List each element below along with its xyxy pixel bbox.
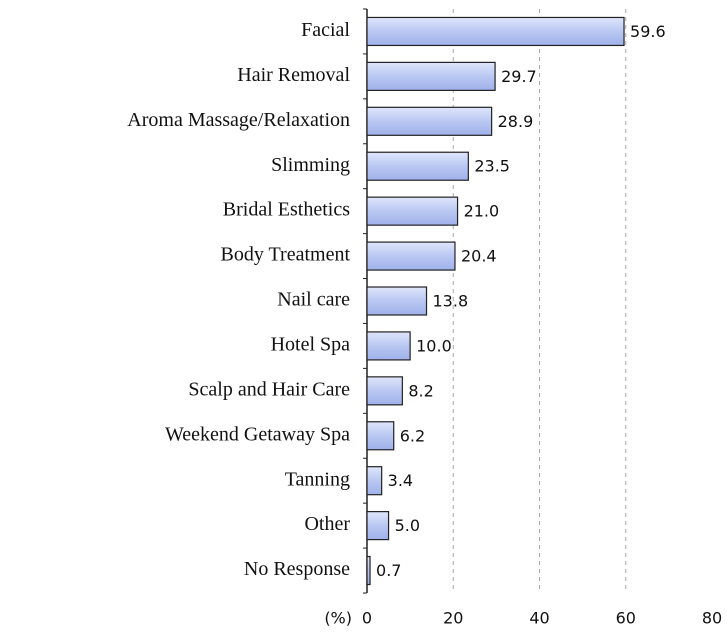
data-label: 5.0 xyxy=(395,516,420,535)
data-label: 8.2 xyxy=(408,381,433,400)
data-label: 28.9 xyxy=(498,112,534,131)
bar xyxy=(366,466,383,496)
bar xyxy=(366,286,428,316)
x-tick-label: 60 xyxy=(616,609,636,628)
bar xyxy=(366,331,411,361)
bar xyxy=(366,151,469,181)
y-tick-label: Hair Removal xyxy=(237,64,350,86)
data-label: 0.7 xyxy=(376,561,401,580)
y-tick-label: Nail care xyxy=(277,289,350,311)
data-label: 10.0 xyxy=(416,336,452,355)
bar xyxy=(366,376,403,406)
data-label: 3.4 xyxy=(388,471,413,490)
y-tick-label: Aroma Massage/Relaxation xyxy=(127,109,350,131)
y-tick-label: Hotel Spa xyxy=(271,334,351,356)
bar xyxy=(366,196,459,226)
y-tick-label: Slimming xyxy=(271,154,350,176)
bar xyxy=(366,421,395,451)
x-tick-label: 40 xyxy=(529,609,549,628)
bar xyxy=(366,106,493,136)
data-label: 6.2 xyxy=(400,426,425,445)
x-axis-label: (%) xyxy=(324,609,352,628)
y-tick-label: Bridal Esthetics xyxy=(223,199,350,221)
x-tick-label: 20 xyxy=(443,609,463,628)
y-tick-label: Tanning xyxy=(285,468,350,490)
y-tick-label: Scalp and Hair Care xyxy=(188,378,350,400)
bar xyxy=(366,511,390,541)
bar xyxy=(366,61,496,91)
data-label: 13.8 xyxy=(433,292,469,311)
y-tick-label: Body Treatment xyxy=(221,244,351,266)
data-label: 59.6 xyxy=(630,22,666,41)
y-tick-label: Facial xyxy=(301,19,350,41)
bar xyxy=(366,16,625,47)
x-tick-label: 80 xyxy=(702,609,722,628)
data-label: 20.4 xyxy=(461,247,497,266)
bar xyxy=(366,555,371,586)
bar xyxy=(366,241,456,271)
y-tick-label: Weekend Getaway Spa xyxy=(165,423,350,445)
x-tick-label: 0 xyxy=(362,609,372,628)
y-tick-label: No Response xyxy=(244,558,350,580)
y-tick-label: Other xyxy=(304,513,350,535)
data-label: 29.7 xyxy=(501,67,537,86)
data-label: 23.5 xyxy=(474,157,510,176)
data-label: 21.0 xyxy=(464,202,500,221)
